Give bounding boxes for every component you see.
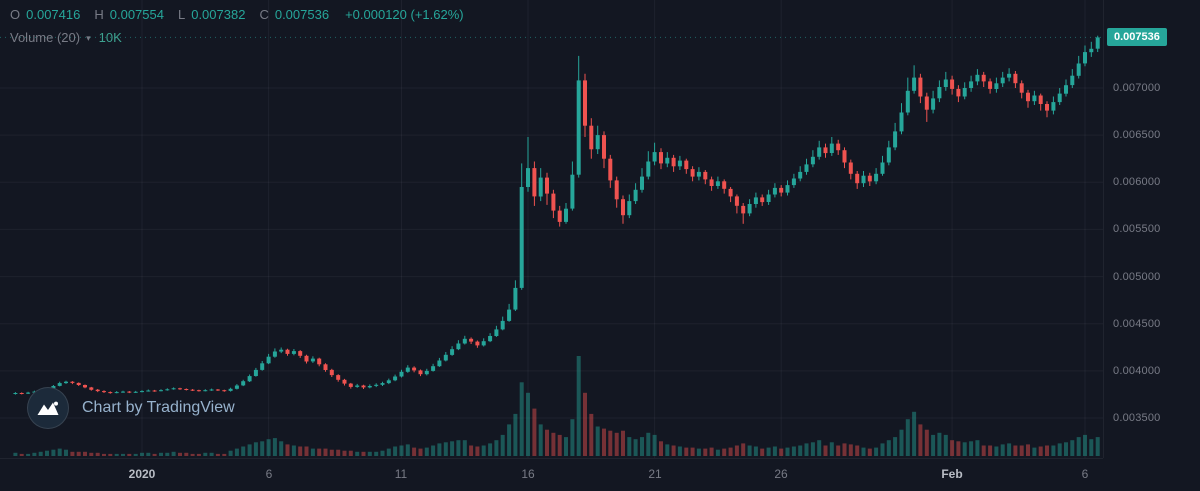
low-value: 0.007382 <box>191 7 246 22</box>
time-axis-label: Feb <box>941 467 963 481</box>
time-axis-label: 11 <box>394 467 408 481</box>
open-label: O <box>10 7 21 22</box>
price-axis-label: 0.004000 <box>1113 365 1161 377</box>
close-value: 0.007536 <box>274 7 330 22</box>
low-label: L <box>177 7 186 22</box>
price-axis-label: 0.005500 <box>1113 223 1161 235</box>
candlestick-volume-plot[interactable] <box>0 0 1103 458</box>
time-axis-label: 6 <box>1081 467 1089 481</box>
time-axis-label: 26 <box>774 467 788 481</box>
attribution-link[interactable]: Chart by TradingView <box>82 399 235 416</box>
high-value: 0.007554 <box>109 7 164 22</box>
time-axis[interactable]: 2020 6 11 16 21 26 Feb 6 <box>0 458 1103 491</box>
high-label: H <box>94 7 104 22</box>
volume-value: 10K <box>98 30 122 45</box>
close-label: C <box>259 7 269 22</box>
volume-legend-title[interactable]: Volume (20) <box>10 30 81 45</box>
price-axis-label: 0.005000 <box>1113 271 1161 283</box>
time-axis-label: 6 <box>265 467 273 481</box>
price-axis-label: 0.006500 <box>1113 129 1161 141</box>
price-axis-label: 0.007000 <box>1113 82 1161 94</box>
ohlc-readout: O 0.007416 H 0.007554 L 0.007382 C 0.007… <box>10 7 464 22</box>
tradingview-attribution[interactable]: Chart by TradingView <box>27 387 235 429</box>
price-axis-label: 0.003500 <box>1113 412 1161 424</box>
price-axis[interactable]: 0.007536 0.007000 0.006500 0.006000 0.00550… <box>1103 0 1200 458</box>
last-price-badge: 0.007536 <box>1107 28 1167 46</box>
change-value: +0.000120 (+1.62%) <box>345 7 464 22</box>
volume-legend[interactable]: Volume (20) ▾ 10K <box>10 30 122 45</box>
time-axis-label: 2020 <box>128 467 156 481</box>
tradingview-logo-icon[interactable] <box>27 387 69 429</box>
price-axis-label: 0.004500 <box>1113 318 1161 330</box>
chevron-down-icon[interactable]: ▾ <box>86 33 91 43</box>
time-axis-label: 16 <box>521 467 535 481</box>
time-axis-label: 21 <box>648 467 662 481</box>
open-value: 0.007416 <box>26 7 81 22</box>
price-axis-label: 0.006000 <box>1113 176 1161 188</box>
